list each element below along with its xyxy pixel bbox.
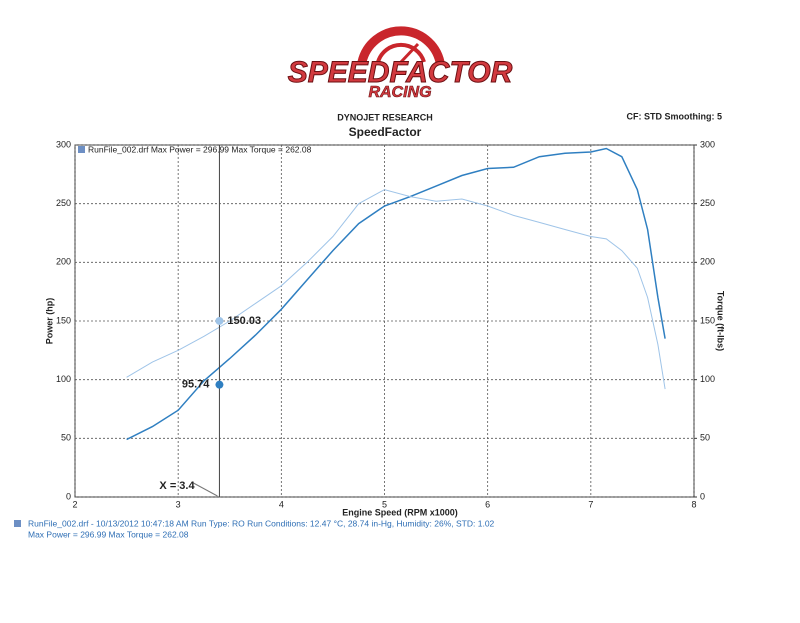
y2-tick-label: 100: [700, 374, 715, 384]
y2-tick-label: 300: [700, 139, 715, 149]
y-tick-label: 150: [56, 315, 71, 325]
series-line: [126, 189, 666, 390]
x-tick-label: 7: [588, 499, 593, 509]
y-tick-label: 100: [56, 374, 71, 384]
footer-icon: [14, 520, 21, 527]
y-axis-title: Power (hp): [44, 298, 54, 345]
logo: SPEEDFACTOR RACING: [287, 26, 513, 102]
footer-line1: RunFile_002.drf - 10/13/2012 10:47:18 AM…: [28, 518, 495, 528]
y-tick-label: 50: [61, 433, 71, 443]
cursor-value: 150.03: [227, 315, 261, 327]
legend-icon: [78, 146, 85, 153]
y2-tick-label: 50: [700, 433, 710, 443]
logo-arc: [357, 26, 445, 64]
y-tick-label: 300: [56, 139, 71, 149]
settings: CF: STD Smoothing: 5: [627, 111, 723, 121]
y2-axis-title: Torque (ft-lbs): [716, 291, 726, 351]
shop-name: SpeedFactor: [349, 125, 422, 139]
x-tick-label: 4: [279, 499, 284, 509]
y-tick-label: 0: [66, 491, 71, 501]
y2-tick-label: 0: [700, 491, 705, 501]
y-tick-label: 200: [56, 257, 71, 267]
company: DYNOJET RESEARCH: [337, 112, 433, 122]
y2-tick-label: 200: [700, 257, 715, 267]
x-tick-label: 2: [72, 499, 77, 509]
logo-text: SPEEDFACTOR: [288, 56, 513, 89]
logo-arc-inner: [376, 42, 426, 63]
legend-text: RunFile_002.drf Max Power = 296.99 Max T…: [88, 144, 312, 154]
cursor-marker: [215, 316, 224, 325]
y2-tick-label: 150: [700, 315, 715, 325]
series-line: [126, 147, 666, 441]
x-tick-label: 5: [382, 499, 387, 509]
cursor-pointer: [193, 482, 218, 497]
cursor-x-label: X = 3.4: [159, 480, 195, 492]
cursor-marker: [215, 380, 224, 389]
cursor-value: 95.74: [182, 379, 210, 391]
x-tick-label: 8: [691, 499, 696, 509]
logo-needle: [399, 42, 420, 64]
y-tick-label: 250: [56, 198, 71, 208]
x-axis-title: Engine Speed (RPM x1000): [342, 507, 458, 517]
x-tick-label: 6: [485, 499, 490, 509]
x-tick-label: 3: [176, 499, 181, 509]
y2-tick-label: 250: [700, 198, 715, 208]
logo-subtext: RACING: [368, 84, 431, 101]
footer-line2: Max Power = 296.99 Max Torque = 262.08: [28, 529, 189, 539]
